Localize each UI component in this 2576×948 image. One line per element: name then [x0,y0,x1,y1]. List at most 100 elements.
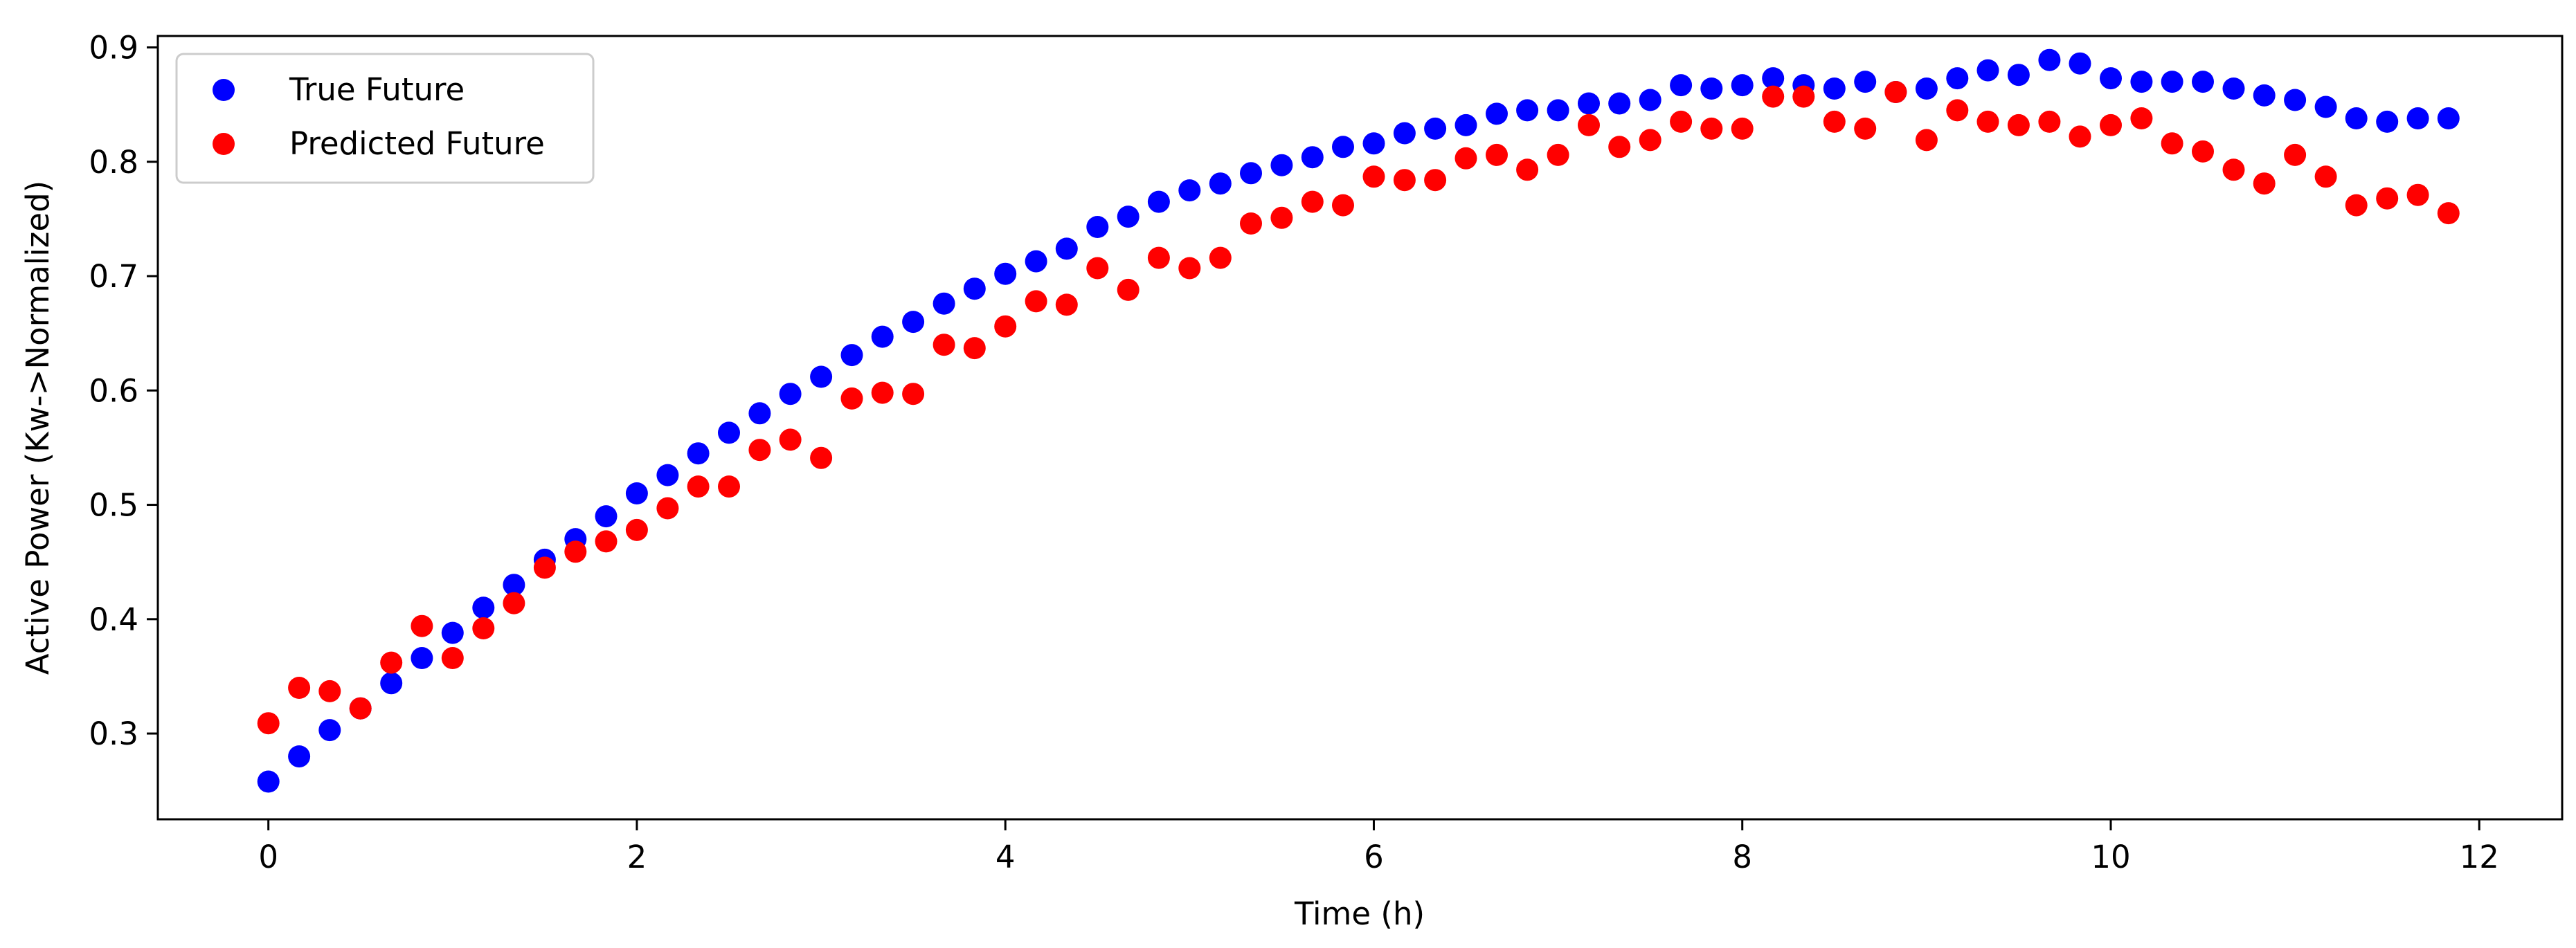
x-tick-label: 0 [258,839,278,875]
x-axis-label: Time (h) [1294,895,1425,932]
point-predicted-future [1670,110,1693,133]
point-true-future [1915,78,1938,100]
point-true-future [288,745,311,768]
x-tick-label: 8 [1732,839,1752,875]
point-predicted-future [1270,206,1293,229]
y-tick-label: 0.8 [89,144,138,181]
y-tick-label: 0.7 [89,258,138,295]
point-predicted-future [2038,110,2061,133]
point-predicted-future [2437,202,2460,225]
point-true-future [2284,89,2307,111]
point-true-future [1976,59,1999,82]
point-true-future [779,383,802,405]
x-tick-label: 6 [1364,839,1384,875]
point-true-future [871,325,894,348]
plot-frame [156,35,2564,821]
point-true-future [2192,71,2214,93]
point-true-future [472,596,495,619]
point-predicted-future [533,556,556,579]
point-predicted-future [718,475,740,498]
point-true-future [1578,92,1600,115]
point-predicted-future [1147,246,1170,269]
point-predicted-future [2161,132,2183,155]
point-true-future [1117,206,1140,228]
y-axis: 0.3 0.4 0.5 0.6 0.7 0.8 0.9 [89,30,158,752]
point-predicted-future [1639,129,1661,152]
point-true-future [1424,117,1447,140]
point-predicted-future [2345,194,2368,217]
point-true-future [1731,74,1754,97]
point-true-future [1147,190,1170,213]
point-true-future [1086,216,1109,238]
point-predicted-future [779,428,802,451]
point-true-future [1516,99,1539,122]
legend-label-true-future: True Future [289,71,465,108]
points-layer [257,48,2460,793]
point-true-future [1393,122,1416,145]
point-predicted-future [288,677,311,699]
point-predicted-future [1086,257,1109,280]
point-true-future [840,344,863,367]
point-predicted-future [1209,246,1232,269]
point-predicted-future [2100,113,2122,136]
point-true-future [1454,113,1477,136]
x-tick-label: 10 [2091,839,2130,875]
point-true-future [687,442,710,465]
legend-marker-true-future [213,79,235,101]
y-tick-label: 0.5 [89,487,138,524]
point-predicted-future [1762,85,1785,108]
point-true-future [1240,162,1262,185]
point-true-future [2345,107,2368,129]
point-predicted-future [1608,136,1631,158]
point-predicted-future [349,697,372,720]
x-axis: 0 2 4 6 8 10 12 [258,819,2499,875]
point-true-future [2161,71,2183,93]
point-predicted-future [902,383,925,405]
point-predicted-future [503,592,525,614]
point-true-future [503,574,525,596]
point-true-future [1547,99,1569,122]
point-predicted-future [2130,107,2153,129]
point-predicted-future [2069,125,2091,148]
point-predicted-future [1055,293,1078,316]
point-predicted-future [1547,143,1569,166]
x-tick-label: 12 [2460,839,2499,875]
point-predicted-future [1915,129,1938,152]
point-predicted-future [994,315,1017,338]
point-true-future [748,402,771,425]
y-tick-label: 0.9 [89,30,138,66]
legend-box [175,53,595,184]
point-predicted-future [2007,113,2030,136]
legend-marker-predicted-future [213,133,235,155]
point-predicted-future [595,530,618,553]
point-true-future [1608,92,1631,115]
y-tick-label: 0.4 [89,601,138,638]
point-predicted-future [687,475,710,498]
point-predicted-future [1240,212,1262,235]
point-true-future [1639,89,1661,111]
point-predicted-future [871,381,894,404]
point-predicted-future [748,439,771,462]
point-predicted-future [1823,110,1846,133]
point-true-future [963,277,986,300]
point-predicted-future [1854,117,1877,140]
point-predicted-future [564,540,587,563]
point-predicted-future [1884,81,1907,103]
point-predicted-future [1025,290,1047,313]
point-true-future [718,421,740,444]
point-true-future [2437,107,2460,129]
point-predicted-future [2314,165,2337,188]
point-true-future [595,505,618,528]
y-axis-label: Active Power (Kw->Normalized) [19,181,56,675]
point-true-future [411,647,433,669]
point-predicted-future [2192,140,2214,163]
point-predicted-future [1700,117,1723,140]
point-true-future [1209,172,1232,195]
point-predicted-future [1393,169,1416,192]
point-true-future [656,464,679,486]
point-predicted-future [1516,158,1539,181]
point-true-future [902,311,925,334]
point-predicted-future [963,337,986,360]
